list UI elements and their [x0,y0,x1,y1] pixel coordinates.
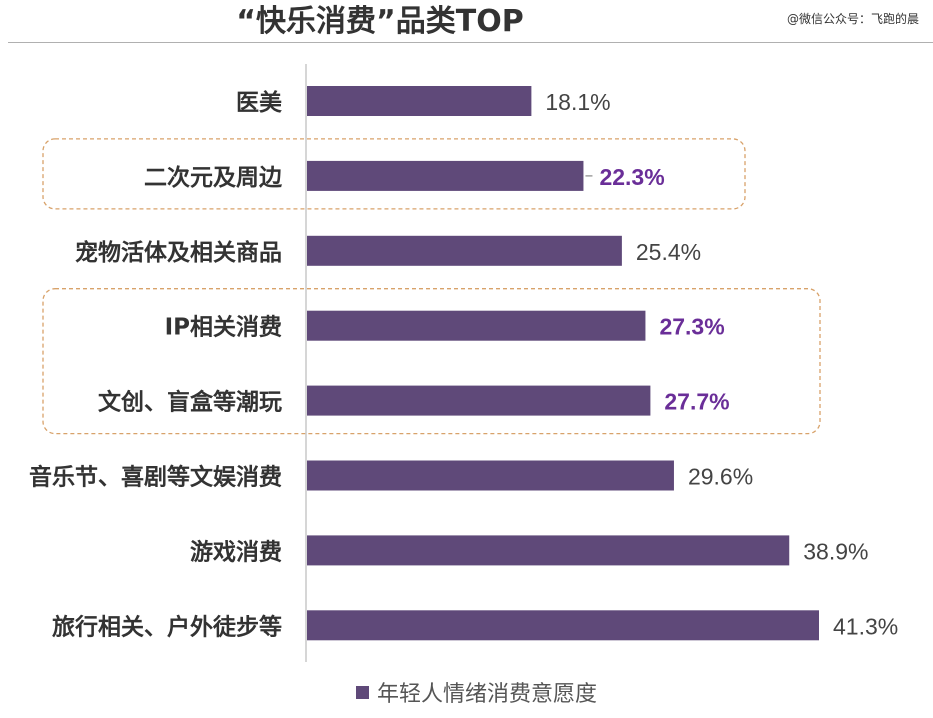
value-label: 18.1% [545,89,610,115]
bar [307,460,674,491]
bar [307,535,790,566]
category-label: 旅行相关、户外徒步等 [52,613,282,640]
bar [307,86,532,116]
chart-title: “快乐消费”品类TOP [236,4,524,39]
value-label: 41.3% [833,613,898,639]
callout-box [42,288,821,435]
bar [307,610,819,641]
category-label: 宠物活体及相关商品 [75,239,282,266]
bar [307,310,646,341]
category-label: 医美 [236,89,282,116]
category-label: 文创、盲盒等潮玩 [98,389,282,416]
bar [307,235,622,266]
value-label: 38.9% [803,538,868,564]
title-divider [8,42,933,43]
value-label: 27.3% [659,314,724,340]
value-label: 25.4% [636,239,701,265]
bar [307,160,584,191]
callout-box [42,138,746,210]
value-label: 29.6% [688,464,753,490]
category-label: 音乐节、喜剧等文娱消费 [29,464,282,491]
legend-label: 年轻人情绪消费意愿度 [377,682,598,707]
category-label: IP相关消费 [165,314,282,341]
value-label: 27.7% [664,389,729,415]
value-label: 22.3% [599,164,664,190]
bar [307,385,651,416]
category-label: 游戏消费 [190,538,282,565]
legend-swatch [356,685,369,699]
legend: 年轻人情绪消费意愿度 [356,676,597,708]
category-label: 二次元及周边 [144,164,283,191]
watermark: @微信公众号：飞跑的晨 [786,12,919,26]
